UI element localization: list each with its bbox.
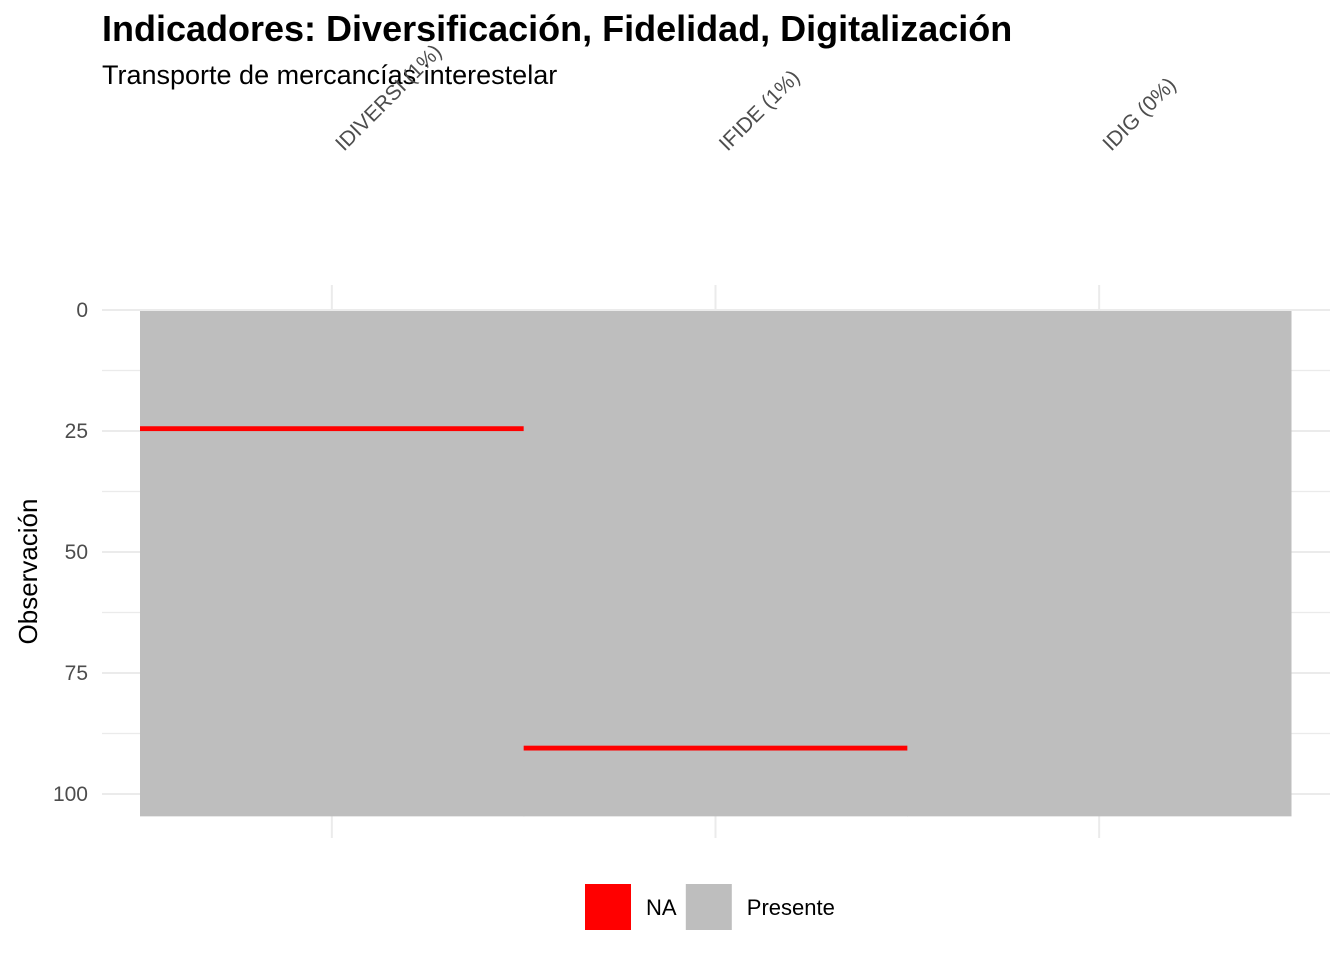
missing-value-tile (140, 426, 524, 432)
y-tick-label: 75 (65, 662, 88, 685)
present-column-tile (140, 311, 525, 817)
chart-subtitle: Transporte de mercancías interestelar (102, 60, 558, 90)
present-column-tile (523, 311, 908, 817)
x-tick-label: IDIVERSI (1%) (331, 40, 446, 155)
legend-key (685, 884, 732, 930)
y-tick-labels: 0 25 50 75 100 (53, 299, 88, 806)
legend-label: NA (646, 895, 677, 920)
y-axis-title: Observación (13, 499, 43, 645)
legend-label: Presente (747, 895, 835, 920)
y-tick-label: 50 (65, 541, 88, 564)
x-tick-labels: IDIVERSI (1%) IFIDE (1%) IDIG (0%) (331, 40, 1181, 155)
legend-key (585, 884, 631, 930)
missing-value-tile (523, 745, 908, 751)
tile-layer (140, 311, 1292, 817)
chart-title: Indicadores: Diversificación, Fidelidad,… (102, 8, 1013, 49)
present-column-tile (907, 311, 1292, 817)
y-tick-label: 25 (65, 420, 88, 443)
legend: NA Presente (585, 884, 835, 930)
x-tick-label: IFIDE (1%) (715, 66, 805, 156)
x-tick-label: IDIG (0%) (1098, 73, 1180, 155)
y-tick-label: 100 (53, 783, 88, 806)
y-tick-label: 0 (76, 299, 88, 322)
